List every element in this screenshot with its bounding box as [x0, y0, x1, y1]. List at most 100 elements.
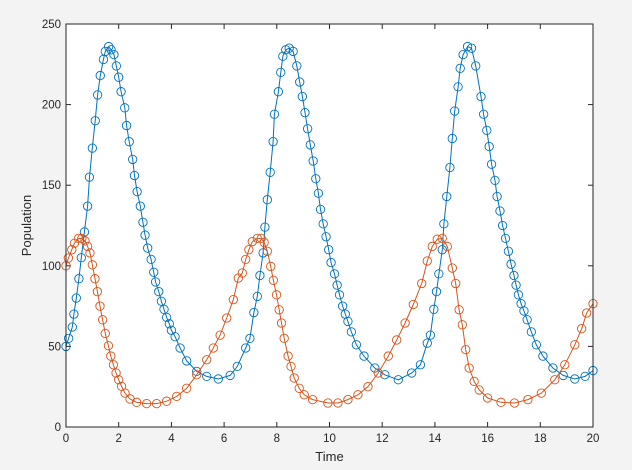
data-point-marker	[299, 390, 309, 400]
data-point-marker	[106, 45, 116, 55]
data-point-marker	[484, 141, 494, 152]
data-point-marker	[324, 245, 334, 255]
data-point-marker	[482, 125, 492, 136]
data-point-marker	[346, 327, 357, 337]
data-point-marker	[202, 371, 212, 382]
data-point-marker	[138, 217, 148, 227]
data-point-marker	[531, 340, 541, 350]
data-point-marker	[380, 370, 390, 380]
data-point-marker	[294, 383, 304, 393]
x-tick-label: 8	[274, 433, 280, 445]
data-point-marker	[478, 109, 489, 119]
data-point-marker	[437, 245, 447, 255]
data-point-marker	[129, 170, 140, 181]
data-point-marker	[289, 373, 299, 383]
data-point-marker	[274, 305, 284, 315]
data-point-marker	[286, 361, 296, 372]
data-point-marker	[80, 236, 90, 246]
x-axis: 0 2 4 6 8 10 12 14 16 18 20	[63, 24, 600, 445]
x-tick-label: 12	[376, 433, 389, 445]
data-point-marker	[269, 109, 280, 119]
data-point-marker	[453, 82, 463, 92]
data-point-marker	[353, 390, 363, 400]
data-point-marker	[332, 280, 342, 290]
data-point-marker	[215, 330, 225, 340]
data-point-marker	[67, 322, 77, 332]
x-tick-label: 2	[115, 433, 121, 445]
data-point-marker	[343, 316, 353, 327]
data-point-marker	[151, 398, 162, 409]
data-point-marker	[244, 245, 254, 255]
x-tick-label: 10	[323, 433, 336, 445]
data-point-marker	[241, 254, 251, 265]
data-point-marker	[146, 254, 156, 265]
data-point-marker	[455, 63, 465, 73]
data-point-marker	[522, 315, 532, 325]
data-point-marker	[495, 206, 505, 216]
data-point-marker	[519, 306, 529, 316]
data-point-marker	[100, 46, 110, 57]
data-point-marker	[359, 351, 369, 361]
data-point-marker	[255, 270, 265, 281]
data-point-marker	[560, 360, 570, 370]
data-point-marker	[445, 162, 455, 173]
data-point-marker	[297, 91, 308, 102]
y-tick-label: 150	[42, 180, 61, 192]
data-point-marker	[315, 204, 326, 215]
x-tick-label: 6	[221, 433, 227, 445]
data-point-marker	[140, 230, 150, 240]
data-point-marker	[124, 137, 134, 147]
data-point-marker	[570, 340, 580, 350]
data-point-marker	[79, 227, 90, 237]
data-point-marker	[338, 301, 348, 311]
data-point-marker	[156, 296, 167, 306]
data-point-marker	[509, 398, 520, 408]
data-point-marker	[279, 333, 289, 343]
data-point-marker	[392, 335, 402, 345]
data-point-marker	[471, 61, 481, 71]
data-point-marker	[74, 274, 84, 284]
data-point-marker	[228, 295, 238, 305]
data-point-marker	[141, 398, 152, 409]
data-point-marker	[492, 191, 502, 202]
data-point-marker	[550, 375, 560, 385]
data-point-marker	[305, 140, 315, 150]
data-point-marker	[82, 241, 93, 252]
data-point-marker	[268, 137, 278, 147]
data-point-marker	[162, 396, 172, 406]
data-point-marker	[262, 195, 272, 205]
data-point-marker	[100, 328, 110, 339]
series-line	[65, 237, 594, 405]
data-point-marker	[182, 356, 192, 366]
data-point-marker	[582, 308, 592, 318]
data-point-marker	[318, 219, 328, 229]
data-point-marker	[300, 108, 310, 118]
series-line	[65, 45, 594, 381]
data-point-marker	[260, 222, 270, 232]
data-point-marker	[82, 201, 93, 211]
data-point-marker	[114, 72, 124, 82]
data-point-marker	[503, 246, 514, 256]
data-point-marker	[241, 343, 251, 353]
data-point-marker	[159, 304, 169, 314]
data-point-marker	[326, 257, 336, 268]
data-point-marker	[474, 385, 484, 395]
data-point-marker	[63, 333, 74, 343]
x-tick-label: 20	[587, 433, 600, 445]
data-point-marker	[245, 333, 255, 343]
data-point-marker	[109, 49, 119, 60]
data-point-marker	[323, 398, 333, 408]
data-point-marker	[131, 397, 142, 407]
data-point-marker	[170, 332, 180, 342]
data-point-marker	[548, 363, 558, 373]
data-point-marker	[249, 307, 259, 318]
y-tick-label: 200	[42, 100, 61, 112]
data-point-marker	[103, 341, 114, 351]
data-point-marker	[273, 87, 284, 97]
data-point-marker	[95, 70, 105, 81]
data-point-marker	[268, 275, 279, 285]
data-point-marker	[283, 351, 293, 361]
data-point-marker	[511, 280, 521, 290]
data-point-marker	[154, 286, 164, 297]
x-tick-label: 4	[168, 433, 175, 445]
